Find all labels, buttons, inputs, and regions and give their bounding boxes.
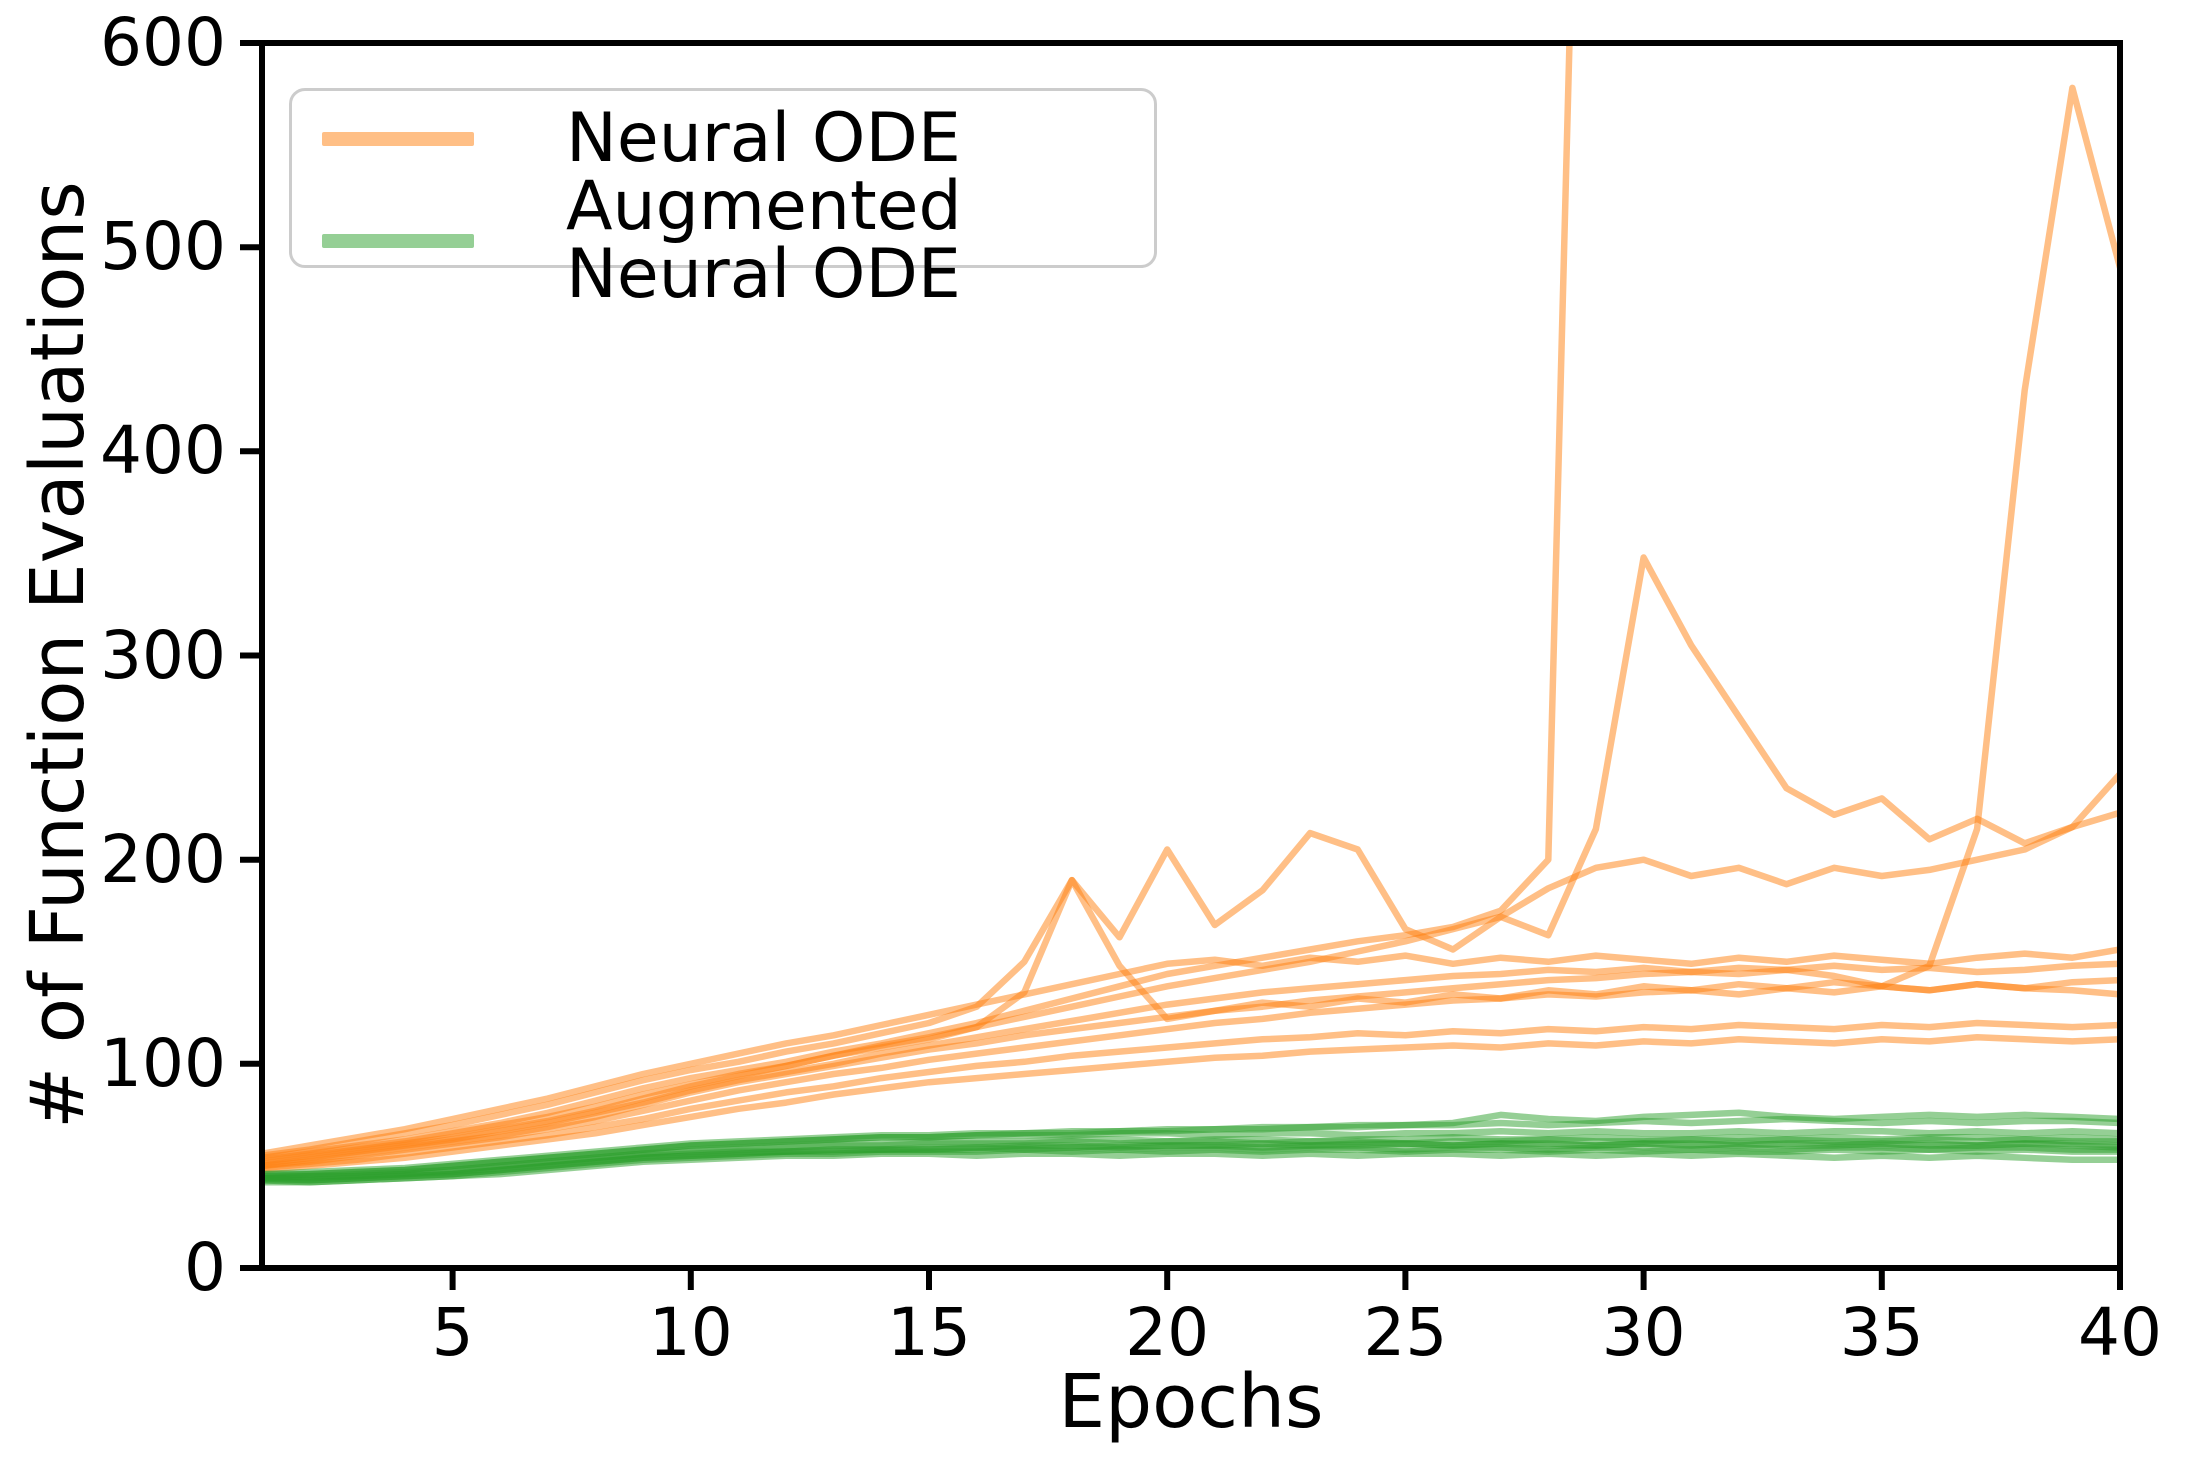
x-tick-label: 10 [648,1294,733,1371]
y-tick-label: 100 [100,1024,226,1102]
x-tick-label: 40 [2078,1294,2162,1371]
legend-swatch-neural-ode [322,132,474,146]
y-tick-label: 600 [100,4,226,81]
y-tick-label: 500 [100,208,226,286]
legend: Neural ODE Augmented Neural ODE [289,88,1157,309]
x-tick-label: 20 [1125,1294,1210,1371]
x-tick-label: 15 [886,1294,971,1371]
y-tick-label: 200 [100,820,226,898]
x-tick-label: 30 [1601,1294,1686,1371]
legend-label-augmented-neural-ode: Augmented Neural ODE [566,167,962,314]
y-tick-label: 300 [100,616,226,694]
x-tick-label: 5 [431,1294,474,1371]
y-tick-label: 0 [184,1229,226,1306]
legend-item-augmented-neural-ode: Augmented Neural ODE [322,173,1124,309]
y-tick-label: 400 [100,412,226,490]
x-axis-label: Epochs [1058,1359,1324,1445]
legend-item-neural-ode: Neural ODE [322,105,1124,173]
legend-swatch-augmented-neural-ode [322,234,474,248]
legend-label-neural-ode: Neural ODE [566,99,961,178]
x-tick-label: 25 [1363,1294,1448,1371]
x-tick-label: 35 [1839,1294,1924,1371]
